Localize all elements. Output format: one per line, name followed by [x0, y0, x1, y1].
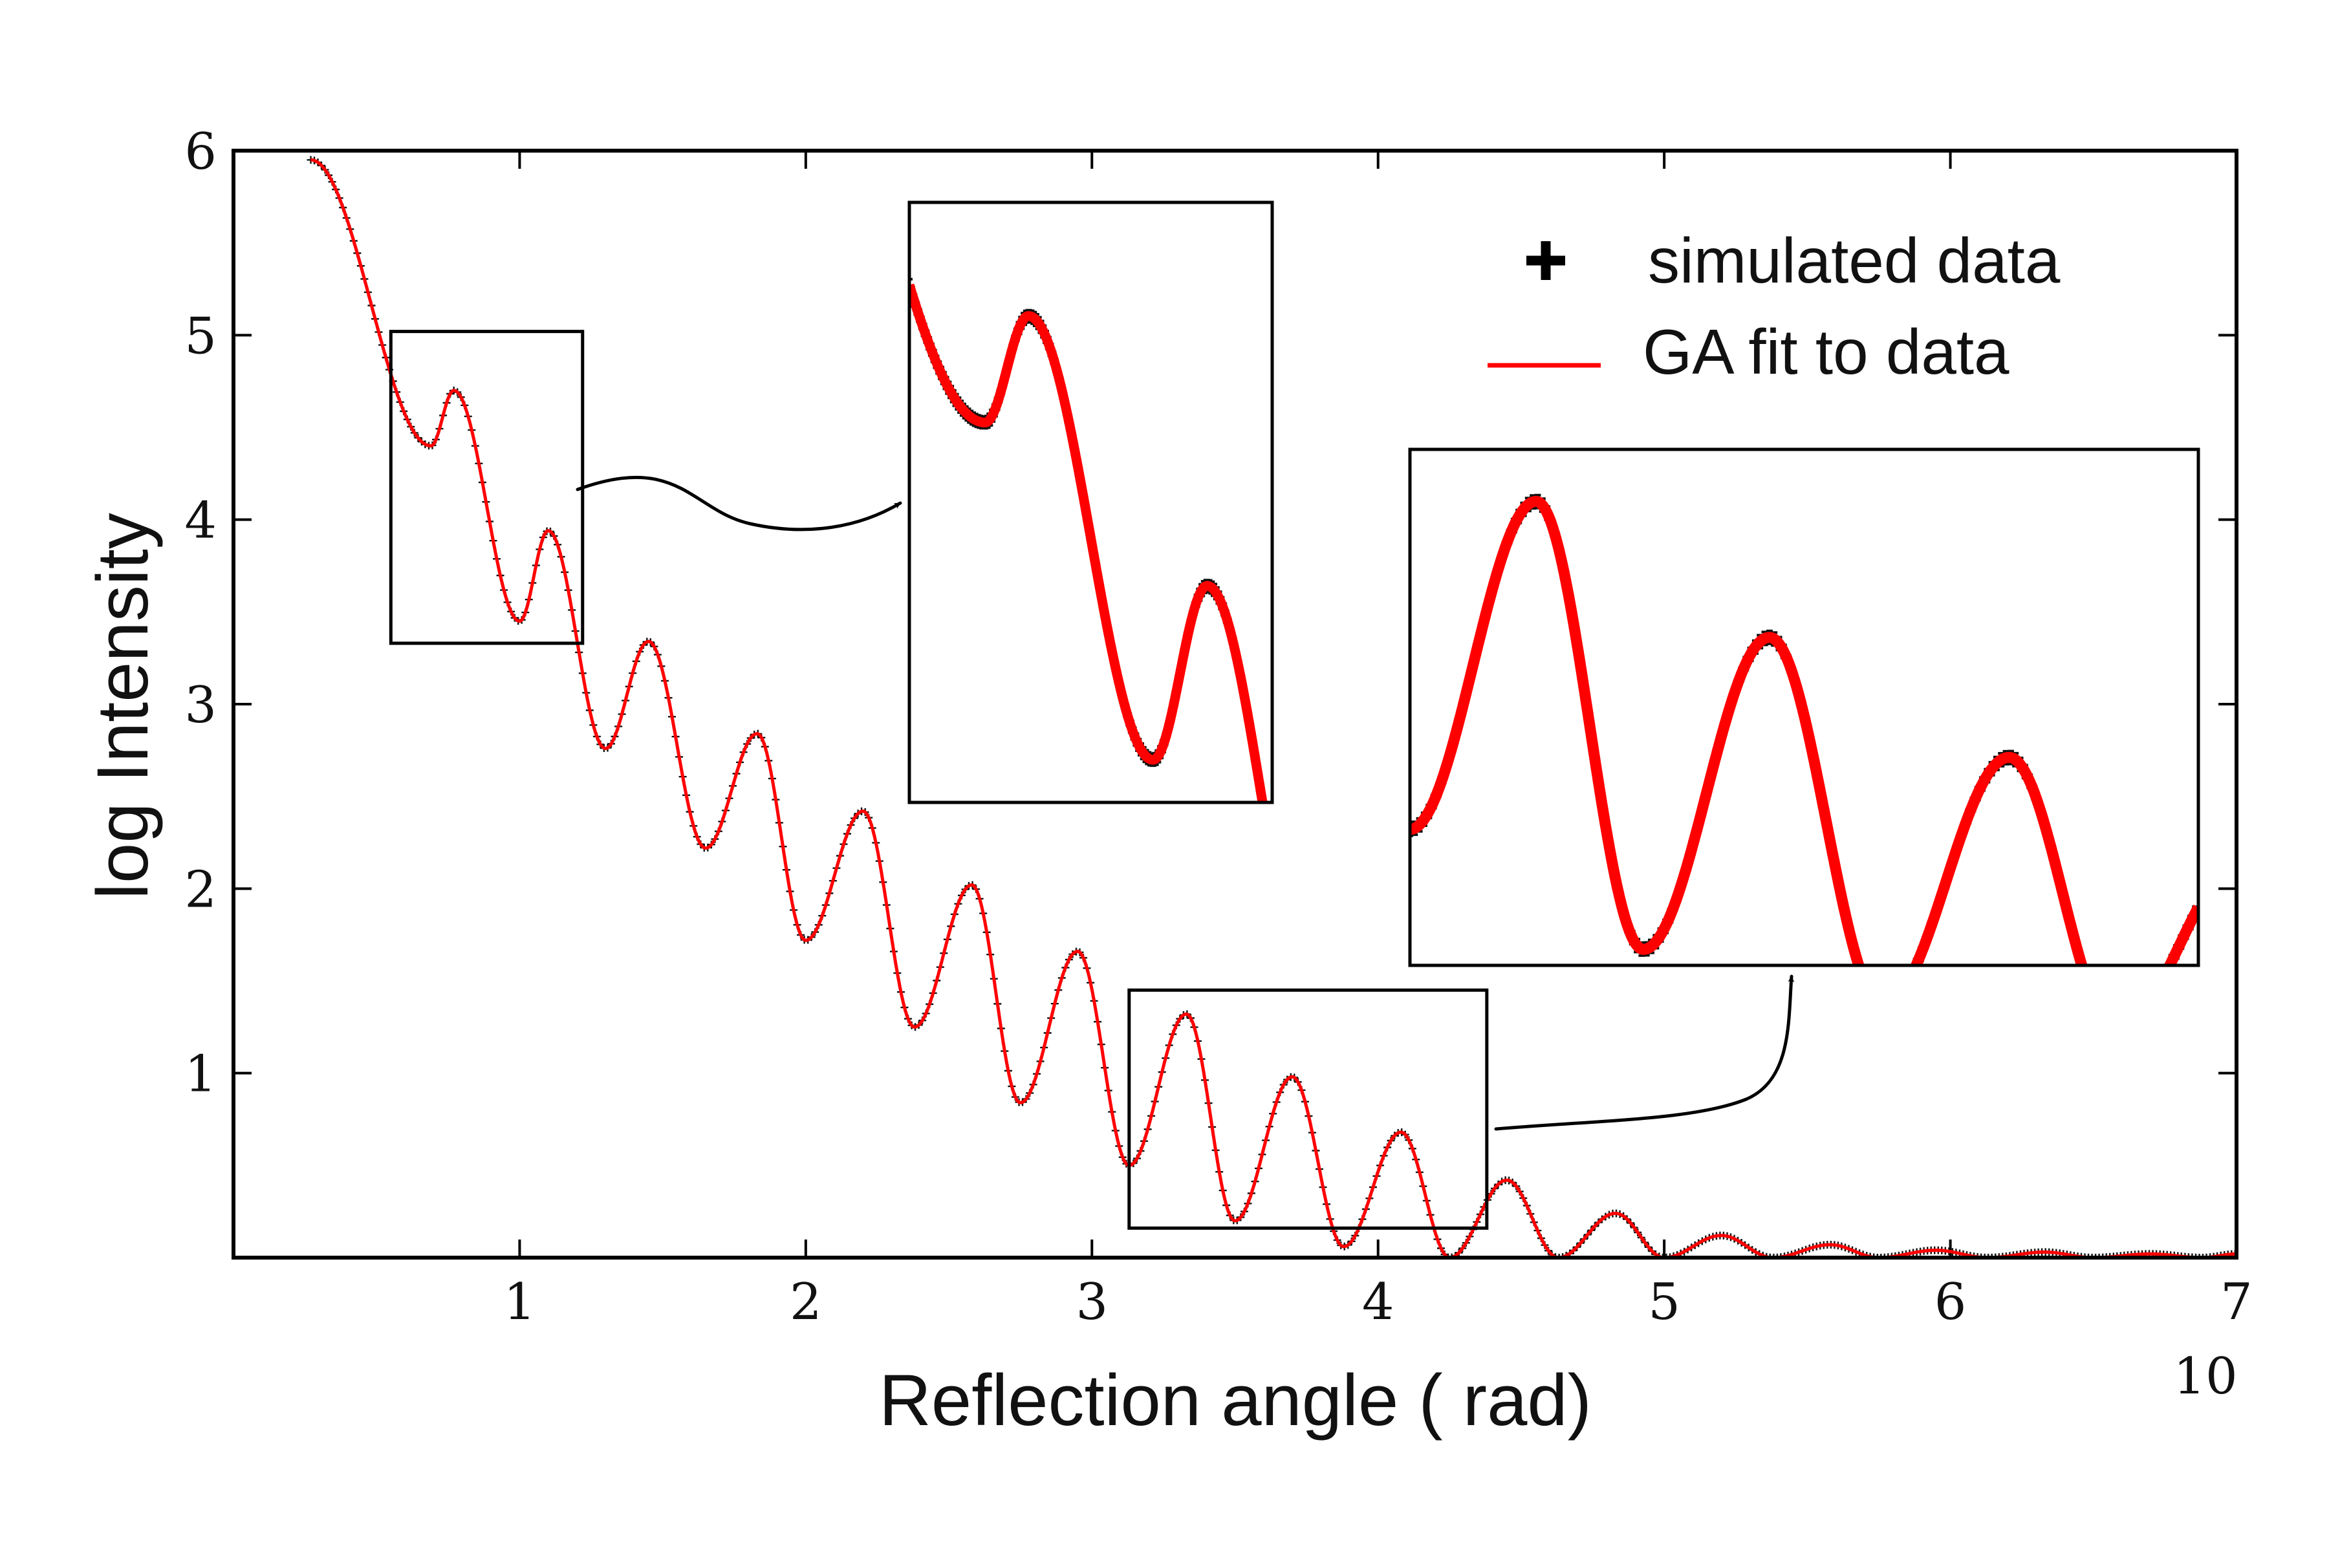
inset-1-fit-line: [909, 283, 1268, 802]
y-tick-label: 1: [184, 1046, 217, 1104]
x-axis-title: Reflection angle ( rad): [879, 1360, 1592, 1441]
x-tick-label: 1: [504, 1273, 536, 1331]
y-axis-title: log Intensity: [82, 513, 163, 899]
inset-2-fit-line: [1410, 495, 2198, 965]
y-tick-label: 6: [184, 123, 217, 181]
zoom-arrow-1: [576, 476, 902, 532]
x-scale-note: 10: [2173, 1348, 2237, 1406]
plot-frame: [232, 149, 2238, 1260]
y-axis-ticks: 1 2 3 4 5 6: [184, 123, 2237, 1104]
zoom-arrow-2: [1494, 974, 1795, 1131]
zoom-region-box-1: [389, 330, 585, 645]
zoom-region-box-2: [1127, 988, 1489, 1230]
x-tick-label: 4: [1362, 1273, 1394, 1331]
y-tick-label: 2: [184, 861, 217, 919]
x-tick-label: 7: [2220, 1273, 2253, 1331]
y-tick-label: 5: [184, 307, 217, 365]
main-plot: 1 2 3 4 5 6 1 2 3 4 5 6 7: [184, 123, 2252, 1331]
y-tick-label: 3: [184, 676, 217, 735]
legend-label-fit: GA fit to data: [1643, 316, 2009, 387]
zoom-inset-2: [1408, 447, 2200, 967]
legend: simulated data GA fit to data: [1488, 225, 2061, 387]
zoom-inset-1: [907, 200, 1274, 804]
legend-label-simulated: simulated data: [1648, 225, 2061, 296]
x-tick-label: 2: [790, 1273, 822, 1331]
y-tick-label: 4: [184, 492, 217, 550]
legend-marker-simulated: [1526, 241, 1565, 280]
x-tick-label: 6: [1934, 1273, 1967, 1331]
x-tick-label: 3: [1076, 1273, 1108, 1331]
x-tick-label: 5: [1648, 1273, 1680, 1331]
ga-fit-line: [310, 158, 2237, 1258]
